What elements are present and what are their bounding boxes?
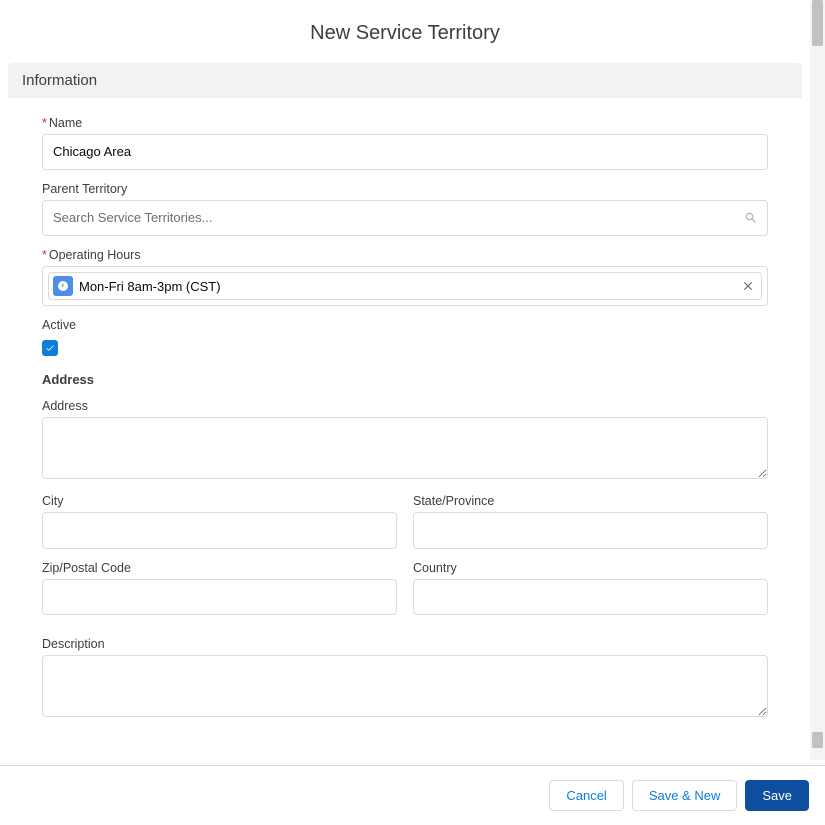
section-header-information: Information xyxy=(8,63,802,98)
search-icon xyxy=(744,211,758,225)
required-marker: * xyxy=(42,248,47,262)
save-button[interactable]: Save xyxy=(745,780,809,811)
field-parent-territory: Parent Territory xyxy=(42,182,768,236)
parent-territory-lookup[interactable] xyxy=(42,200,768,236)
operating-hours-pill-container[interactable]: Mon-Fri 8am-3pm (CST) xyxy=(42,266,768,306)
required-marker: * xyxy=(42,116,47,130)
name-label-text: Name xyxy=(49,116,82,130)
modal-title: New Service Territory xyxy=(0,0,810,63)
scrollbar-thumb-bottom[interactable] xyxy=(812,732,823,748)
active-label: Active xyxy=(42,318,768,332)
operating-hours-pill: Mon-Fri 8am-3pm (CST) xyxy=(48,272,762,300)
operating-hours-value: Mon-Fri 8am-3pm (CST) xyxy=(79,279,735,294)
zip-label: Zip/Postal Code xyxy=(42,561,397,575)
state-input[interactable] xyxy=(413,512,768,548)
field-zip: Zip/Postal Code xyxy=(42,561,397,615)
address-label: Address xyxy=(42,399,768,413)
parent-territory-input[interactable] xyxy=(42,200,768,236)
field-name: *Name xyxy=(42,116,768,170)
field-state: State/Province xyxy=(413,494,768,548)
row-zip-country: Zip/Postal Code Country xyxy=(42,549,768,615)
modal-viewport: New Service Territory Information *Name … xyxy=(0,0,825,825)
state-label: State/Province xyxy=(413,494,768,508)
country-input[interactable] xyxy=(413,579,768,615)
clock-icon xyxy=(53,276,73,296)
name-label: *Name xyxy=(42,116,768,130)
scrollbar-track[interactable] xyxy=(810,0,825,760)
description-input[interactable] xyxy=(42,655,768,717)
close-icon[interactable] xyxy=(741,279,755,293)
active-checkbox[interactable] xyxy=(42,340,58,356)
field-country: Country xyxy=(413,561,768,615)
address-input[interactable] xyxy=(42,417,768,479)
field-address: Address xyxy=(42,399,768,482)
field-description: Description xyxy=(42,637,768,720)
description-label: Description xyxy=(42,637,768,651)
cancel-button[interactable]: Cancel xyxy=(549,780,623,811)
operating-hours-label-text: Operating Hours xyxy=(49,248,141,262)
field-active: Active xyxy=(42,318,768,356)
field-city: City xyxy=(42,494,397,548)
zip-input[interactable] xyxy=(42,579,397,615)
modal-body: New Service Territory Information *Name … xyxy=(0,0,810,760)
save-and-new-button[interactable]: Save & New xyxy=(632,780,738,811)
city-input[interactable] xyxy=(42,512,397,548)
field-operating-hours: *Operating Hours Mon-Fri 8am-3pm (CST) xyxy=(42,248,768,306)
name-input[interactable] xyxy=(42,134,768,170)
modal-footer: Cancel Save & New Save xyxy=(0,765,825,825)
parent-territory-label: Parent Territory xyxy=(42,182,768,196)
row-city-state: City State/Province xyxy=(42,482,768,548)
city-label: City xyxy=(42,494,397,508)
address-heading: Address xyxy=(42,372,768,387)
scrollbar-thumb-top[interactable] xyxy=(812,0,823,46)
operating-hours-label: *Operating Hours xyxy=(42,248,768,262)
check-icon xyxy=(45,343,55,353)
form-area: *Name Parent Territory *Operating Hours xyxy=(0,98,810,720)
active-checkbox-row xyxy=(42,338,768,356)
country-label: Country xyxy=(413,561,768,575)
